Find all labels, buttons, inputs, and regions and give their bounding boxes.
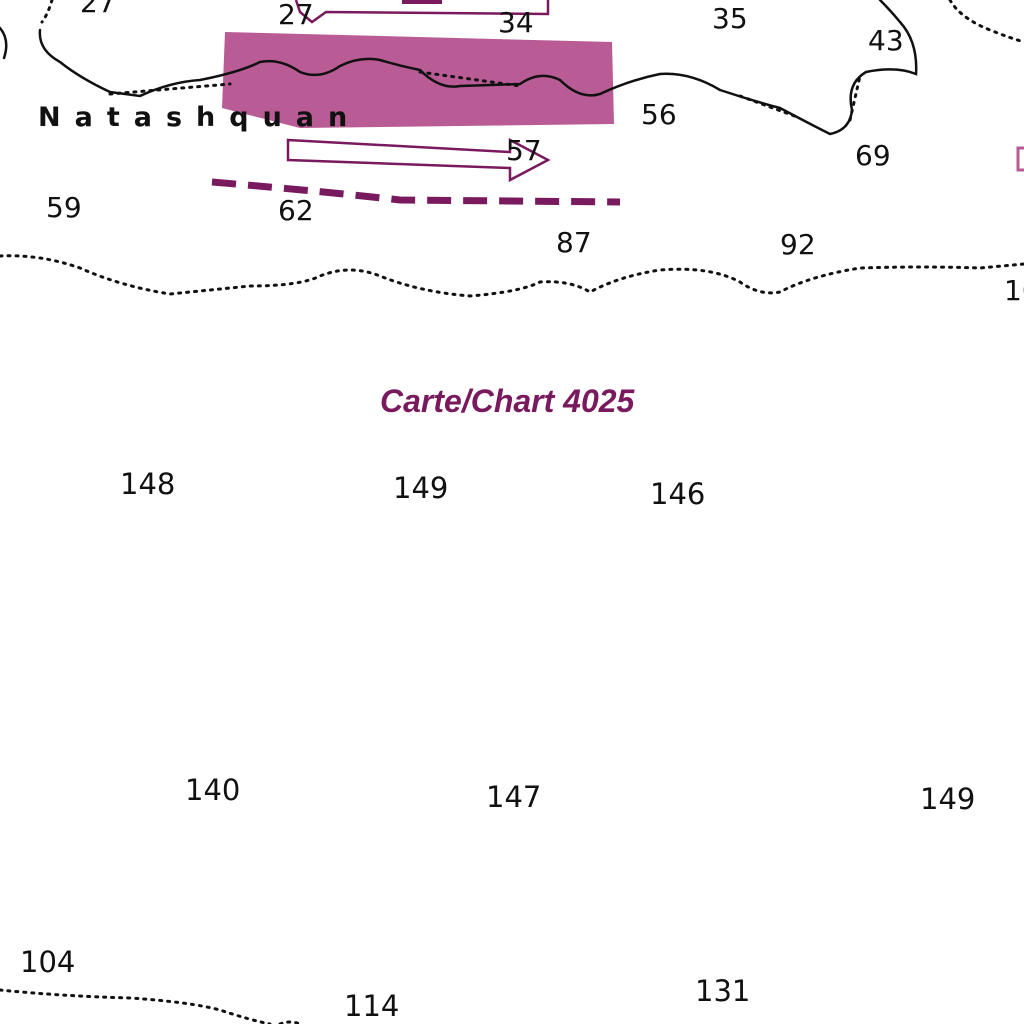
sounding: 131 xyxy=(695,974,750,1008)
place-name-natashquan: Natashquan xyxy=(38,102,361,133)
sounding: 140 xyxy=(185,773,240,807)
coastline-left-edge xyxy=(0,26,8,60)
sounding: 27 xyxy=(278,0,314,31)
coastline-northeast xyxy=(948,0,1024,44)
sounding: 57 xyxy=(506,134,542,167)
sounding: 147 xyxy=(486,780,541,814)
depth-contour-upper xyxy=(0,254,1024,298)
sounding: 104 xyxy=(20,945,75,979)
sounding: 10 xyxy=(1004,274,1024,307)
depth-contour-lower xyxy=(0,988,302,1024)
magenta-zone-band xyxy=(222,32,614,128)
coastline-west xyxy=(40,0,54,24)
sounding: 92 xyxy=(780,228,816,261)
sounding: 114 xyxy=(344,989,399,1023)
sounding: 34 xyxy=(498,6,534,39)
traffic-arrow-top-mark xyxy=(402,0,442,4)
traffic-arrow-top xyxy=(294,0,550,24)
traffic-arrow-east xyxy=(286,137,551,183)
sounding: 146 xyxy=(650,477,705,511)
limit-line-dashed xyxy=(211,178,621,206)
magenta-fragment-right xyxy=(1016,146,1024,172)
sounding: 149 xyxy=(920,782,975,816)
coastline xyxy=(38,0,918,136)
sounding: 35 xyxy=(712,2,748,35)
chart-reference-label: Carte/Chart 4025 xyxy=(380,383,636,419)
sounding: 59 xyxy=(46,191,82,224)
sounding: 27 xyxy=(80,0,116,19)
sounding: 87 xyxy=(556,226,592,259)
sounding: 43 xyxy=(868,24,904,57)
sounding: 69 xyxy=(855,139,891,172)
sounding: 62 xyxy=(278,194,314,227)
sounding: 149 xyxy=(393,471,448,505)
sounding: 148 xyxy=(120,467,175,501)
coastline-dotted xyxy=(108,70,862,122)
sounding: 56 xyxy=(641,98,677,131)
